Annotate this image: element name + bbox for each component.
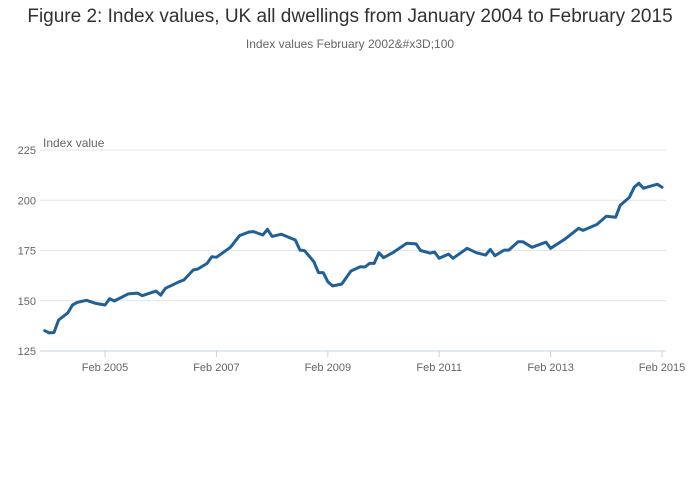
- x-tick-label: Feb 2007: [193, 362, 239, 374]
- y-tick-label: 200: [18, 195, 36, 207]
- x-tick-label: Feb 2005: [82, 362, 128, 374]
- y-tick-label: 150: [18, 296, 36, 308]
- y-tick-label: 225: [18, 145, 36, 157]
- chart-subtitle: Index values February 2002&#x3D;100: [245, 37, 455, 51]
- series-line: [43, 181, 664, 335]
- y-tick-label: 125: [18, 346, 36, 358]
- x-tick-label: Feb 2009: [305, 362, 351, 374]
- x-tick-label: Feb 2011: [416, 362, 462, 374]
- x-tick-label: Feb 2013: [527, 362, 573, 374]
- y-axis-label: Index value: [43, 136, 105, 150]
- x-tick-label: Feb 2015: [639, 362, 685, 374]
- y-tick-label: 175: [18, 246, 36, 258]
- chart-title: Figure 2: Index values, UK all dwellings…: [27, 6, 673, 27]
